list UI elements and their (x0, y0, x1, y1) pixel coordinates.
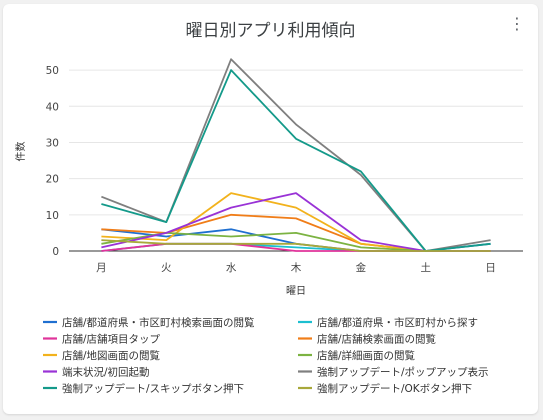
legend-label: 強制アップデート/ポップアップ表示 (317, 366, 489, 379)
x-axis-title: 曜日 (286, 285, 306, 297)
x-tick-label: 水 (226, 262, 237, 274)
more-vert-icon[interactable]: ⋮ (509, 14, 525, 33)
legend-label: 店舗/都道府県・市区町村検索画面の閲覧 (62, 316, 255, 329)
series-line (101, 192, 491, 252)
x-tick-label: 日 (485, 262, 496, 274)
legend-label: 強制アップデート/スキップボタン押下 (62, 382, 244, 395)
chart-card: 曜日別アプリ利用傾向 ⋮ 0 10 20 30 40 50 月 火 水 木 金 土 日曜日 件数店舗/都道… (3, 4, 538, 414)
y-tick-label: 40 (46, 101, 59, 113)
y-axis-title: 件数 (14, 142, 27, 162)
x-tick-label: 月 (96, 262, 107, 274)
x-tick-label: 土 (420, 261, 431, 274)
series-line (101, 192, 491, 252)
legend-label: 店舗/店舗項目タップ (62, 333, 161, 346)
legend-label: 端末状況/初回起動 (62, 366, 150, 379)
x-tick-label: 火 (161, 262, 172, 274)
y-tick-label: 50 (46, 65, 59, 77)
y-tick-label: 20 (46, 174, 59, 186)
legend-label: 店舗/詳細画面の閲覧 (317, 349, 416, 362)
chart-title: 曜日別アプリ利用傾向 (185, 21, 356, 41)
legend-label: 店舗/店舗検索画面の閲覧 (317, 333, 437, 346)
x-tick-label: 金 (356, 261, 367, 274)
line-chart: 0 10 20 30 40 50 月 火 水 木 金 土 日曜日 件数店舗/都道府県・市区町村検索画面の閲… (14, 58, 523, 395)
legend-label: 強制アップデート/OKボタン押下 (317, 382, 472, 395)
y-tick-label: 0 (52, 246, 59, 258)
legend-label: 店舗/都道府県・市区町村から探す (317, 316, 478, 329)
series-line (101, 239, 491, 252)
x-tick-label: 木 (291, 262, 302, 274)
y-tick-label: 10 (46, 210, 59, 222)
y-tick-label: 30 (46, 137, 59, 149)
legend-label: 店舗/地図画面の閲覧 (62, 349, 161, 362)
series-line (101, 69, 491, 252)
series-line (101, 58, 491, 252)
